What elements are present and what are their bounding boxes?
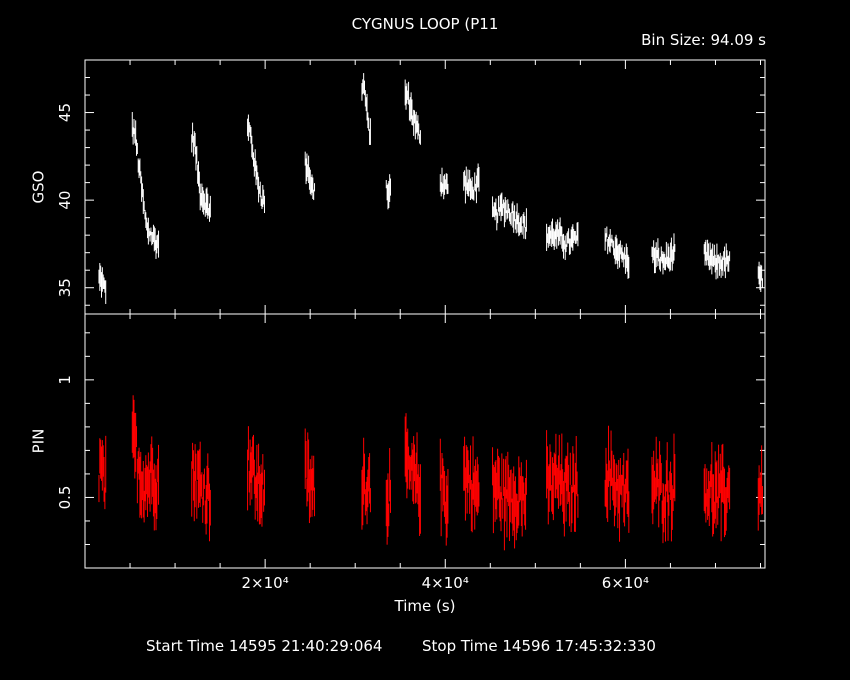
time-range-footer: Start Time 14595 21:40:29:064 Stop Time … xyxy=(146,637,656,655)
gso-y-tick-label: 45 xyxy=(56,103,74,122)
chart-title: CYGNUS LOOP (P11 xyxy=(351,15,499,33)
stop-time-label: Stop Time xyxy=(422,637,498,655)
gso-y-tick-label: 35 xyxy=(56,278,74,297)
start-time-value: 14595 21:40:29:064 xyxy=(228,637,383,655)
pin-panel-frame xyxy=(84,313,766,569)
pin-axis-label: PIN xyxy=(28,428,47,454)
gso-axis-label: GSO xyxy=(28,170,47,204)
start-time-label: Start Time xyxy=(146,637,225,655)
x-axis-label: Time (s) xyxy=(394,597,456,615)
bin-size-label: Bin Size: 94.09 s xyxy=(641,31,766,49)
pin-y-tick-label: 1 xyxy=(56,375,74,385)
x-tick-label: 4×10⁴ xyxy=(422,574,469,592)
x-tick-label: 2×10⁴ xyxy=(242,574,289,592)
gso-panel-frame xyxy=(84,59,766,315)
x-tick-label: 6×10⁴ xyxy=(602,574,649,592)
pin-y-tick-label: 0.5 xyxy=(56,486,74,510)
stop-time-value: 14596 17:45:32:330 xyxy=(502,637,656,655)
gso-y-tick-label: 40 xyxy=(56,191,74,210)
